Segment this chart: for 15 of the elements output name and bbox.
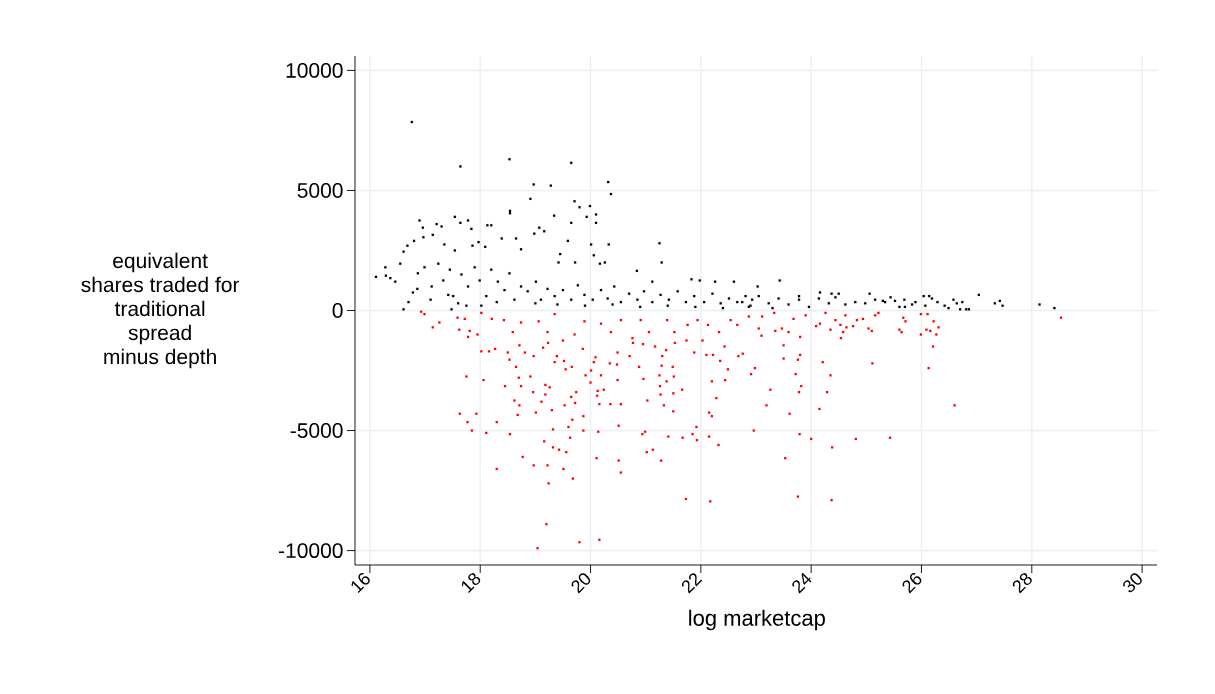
y-tick-label: 0 <box>332 303 343 318</box>
y-tick-label: -5000 <box>290 423 343 438</box>
x-tick-label: 28 <box>1012 573 1032 594</box>
x-tick-label: 26 <box>902 573 922 594</box>
y-axis-title: equivalent shares traded for traditional spread minus depth <box>81 252 240 369</box>
y-tick-label: 10000 <box>286 62 343 78</box>
x-tick-label: 18 <box>461 573 481 594</box>
x-tick-label: 20 <box>571 573 591 594</box>
y-tick-label: 5000 <box>297 183 343 198</box>
x-tick-label: 30 <box>1123 573 1142 593</box>
x-tick-label: 24 <box>792 572 812 594</box>
y-tick-label: -10000 <box>279 543 343 559</box>
x-tick-label: 22 <box>681 573 703 594</box>
x-tick-label: 16 <box>351 573 370 594</box>
x-axis-title: log marketcap <box>689 609 825 631</box>
